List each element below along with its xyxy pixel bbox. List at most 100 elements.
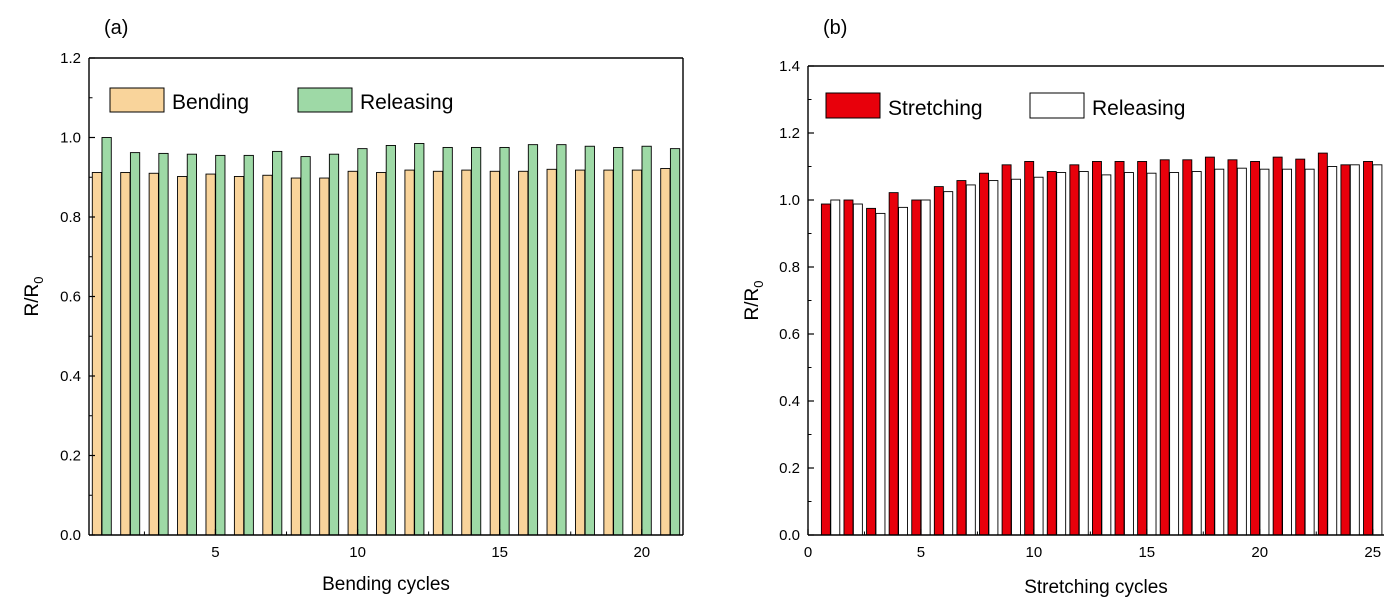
bar-stretching-14	[1114, 161, 1125, 536]
y-tick-label: 0.6	[779, 326, 800, 343]
y-axis-title-subscript: 0	[751, 281, 766, 288]
bar-releasing-1	[830, 199, 841, 536]
x-tick-label: 10	[1026, 544, 1043, 561]
x-tick-label: 15	[491, 544, 508, 561]
bar-stretching-24	[1340, 164, 1351, 536]
bar-bending-12	[404, 169, 415, 536]
bar-stretching-11	[1046, 171, 1057, 536]
y-axis-title-main: R/R	[742, 288, 763, 321]
y-tick-label: 0.8	[779, 259, 800, 276]
x-tick-label: 20	[633, 544, 650, 561]
bar-stretching-1	[820, 203, 831, 536]
bar-releasing-24	[1349, 164, 1360, 536]
bar-releasing-18	[584, 145, 595, 536]
legend-swatch-releasing	[297, 87, 353, 113]
bar-releasing-4	[186, 153, 198, 536]
y-axis-title-subscript: 0	[31, 277, 46, 284]
bar-bending-18	[575, 169, 586, 536]
bar-stretching-17	[1182, 159, 1193, 536]
bar-stretching-25	[1363, 161, 1373, 536]
bar-bending-8	[290, 177, 301, 536]
bar-stretching-13	[1091, 161, 1102, 536]
bar-releasing-17	[556, 144, 567, 536]
bar-releasing-3	[875, 212, 886, 536]
y-tick-label: 1.2	[779, 125, 800, 142]
bar-releasing-7	[272, 150, 283, 536]
bar-releasing-20	[1259, 168, 1270, 536]
bar-bending-20	[631, 169, 643, 536]
bar-bending-6	[233, 175, 245, 536]
panel-label: (b)	[823, 17, 847, 39]
bar-releasing-8	[300, 156, 311, 536]
bar-releasing-21	[1282, 168, 1293, 536]
bar-releasing-6	[243, 154, 254, 536]
bar-bending-1	[91, 172, 103, 536]
x-tick-label: 5	[917, 544, 925, 561]
bar-bending-17	[546, 168, 557, 536]
bar-bending-7	[262, 174, 273, 536]
bar-releasing-19	[1236, 167, 1247, 536]
bar-releasing-5	[215, 154, 226, 536]
bar-releasing-4	[898, 206, 908, 536]
bar-releasing-12	[414, 143, 425, 536]
bar-stretching-10	[1024, 161, 1035, 536]
bar-stretching-6	[933, 186, 944, 536]
y-tick-label: 0.2	[779, 460, 800, 477]
legend-label-releasing: Releasing	[360, 91, 453, 114]
bar-releasing-2	[852, 203, 863, 536]
bar-releasing-7	[965, 184, 976, 536]
bar-stretching-20	[1250, 161, 1261, 536]
chart-panel-b: (b) 0.0 0.2 0.4 0.6 0.8 1.0 1.2 1.4 0 5 10 15 20 25 Str…	[742, 17, 1384, 598]
bar-releasing-15	[499, 146, 510, 536]
bar-releasing-5	[920, 199, 931, 536]
bar-bending-21	[660, 168, 671, 536]
bar-stretching-5	[911, 199, 922, 536]
bar-bending-9	[319, 177, 330, 536]
y-tick-label: 0.8	[60, 209, 81, 226]
bar-stretching-15	[1137, 161, 1148, 536]
y-tick-label: 0.6	[60, 289, 81, 306]
bar-releasing-9	[328, 153, 340, 536]
bar-stretching-21	[1272, 156, 1283, 536]
bar-stretching-4	[888, 192, 899, 536]
x-axis-title: Stretching cycles	[1024, 577, 1168, 598]
bar-bending-14	[461, 169, 472, 536]
bar-releasing-16	[527, 144, 539, 536]
legend-swatch-bending	[109, 87, 165, 113]
bar-releasing-11	[1056, 172, 1067, 536]
legend-label-releasing: Releasing	[1092, 97, 1185, 120]
panel-label: (a)	[104, 17, 128, 39]
bar-bending-19	[603, 169, 614, 536]
bar-releasing-12	[1078, 171, 1089, 536]
bar-releasing-3	[158, 152, 169, 536]
x-tick-label: 15	[1138, 544, 1155, 561]
bar-releasing-6	[943, 191, 954, 536]
legend-label-stretching: Stretching	[888, 97, 983, 120]
bar-bending-16	[518, 170, 529, 536]
bar-stretching-8	[979, 172, 989, 536]
x-tick-label: 25	[1364, 544, 1381, 561]
y-tick-label: 0.2	[60, 448, 81, 465]
bar-bending-10	[347, 170, 358, 536]
x-tick-label: 5	[211, 544, 219, 561]
bar-stretching-3	[866, 207, 877, 536]
bar-bending-3	[148, 172, 159, 536]
bar-releasing-18	[1214, 168, 1225, 536]
bar-releasing-20	[641, 145, 652, 536]
bar-bending-5	[205, 173, 216, 536]
y-tick-label: 0.4	[779, 393, 800, 410]
bar-releasing-14	[471, 146, 482, 536]
bar-stretching-23	[1317, 152, 1328, 536]
bar-releasing-9	[1011, 178, 1021, 536]
bar-stretching-2	[843, 199, 854, 536]
bar-releasing-8	[988, 180, 999, 536]
bar-bending-11	[376, 172, 387, 536]
x-tick-label: 0	[804, 544, 812, 561]
x-tick-label: 20	[1251, 544, 1268, 561]
bar-releasing-15	[1146, 172, 1157, 536]
bar-releasing-22	[1304, 168, 1315, 536]
y-tick-label: 1.2	[60, 50, 81, 67]
bar-releasing-17	[1191, 171, 1202, 536]
y-tick-label: 1.0	[779, 192, 800, 209]
